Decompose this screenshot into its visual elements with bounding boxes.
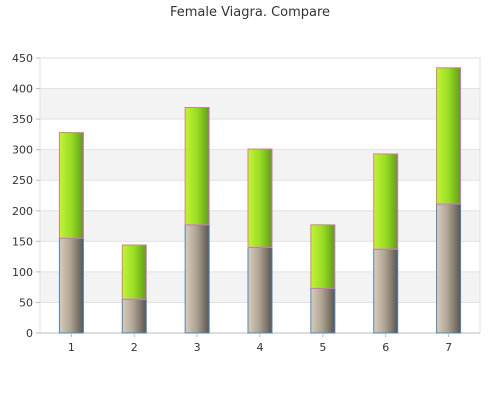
bar-segment-series-2-cat-2 [121,244,147,300]
x-tick-label: 6 [382,341,389,354]
x-tick-label: 3 [194,341,201,354]
x-tick-label: 7 [445,341,452,354]
x-tick-label: 5 [319,341,326,354]
y-tick-label: 250 [12,174,33,187]
bar-segment-series-2-cat-6 [373,153,399,250]
grid-bands [40,88,480,303]
bar-segment-series-1-cat-2 [121,298,147,334]
bar-segment-series-2-cat-5 [310,224,336,289]
x-tick-label: 2 [131,341,138,354]
x-tick-label: 1 [68,341,75,354]
chart-title: Female Viagra. Compare [169,5,331,20]
y-tick-label: 350 [12,113,33,126]
bar-segment-series-1-cat-3 [184,224,210,334]
bar-segment-series-2-cat-3 [184,107,210,226]
y-tick-label: 200 [12,205,33,218]
bar-segment-series-1-cat-1 [58,237,84,334]
x-tick-label: 4 [257,341,264,354]
bar-segment-series-2-cat-7 [436,67,462,205]
y-tick-label: 50 [19,296,33,309]
grid-band [40,88,480,120]
y-tick-label: 150 [12,235,33,248]
y-tick-label: 0 [26,327,33,340]
y-tick-label: 450 [12,52,33,65]
bar-segment-series-1-cat-7 [436,203,462,334]
bar-segment-series-1-cat-5 [310,287,336,334]
bar-segment-series-1-cat-6 [373,248,399,334]
y-axis-ticks: 0 50 100 150 200 250 300 350 400 450 [12,52,40,340]
bar-segment-series-2-cat-1 [58,132,84,239]
bar-segment-series-1-cat-4 [247,246,273,334]
bar-segment-series-2-cat-4 [247,148,273,248]
x-axis-ticks: 1 2 3 4 5 6 7 [68,333,452,354]
bars [58,67,462,334]
y-tick-label: 400 [12,83,33,96]
y-tick-label: 300 [12,144,33,157]
y-tick-label: 100 [12,266,33,279]
